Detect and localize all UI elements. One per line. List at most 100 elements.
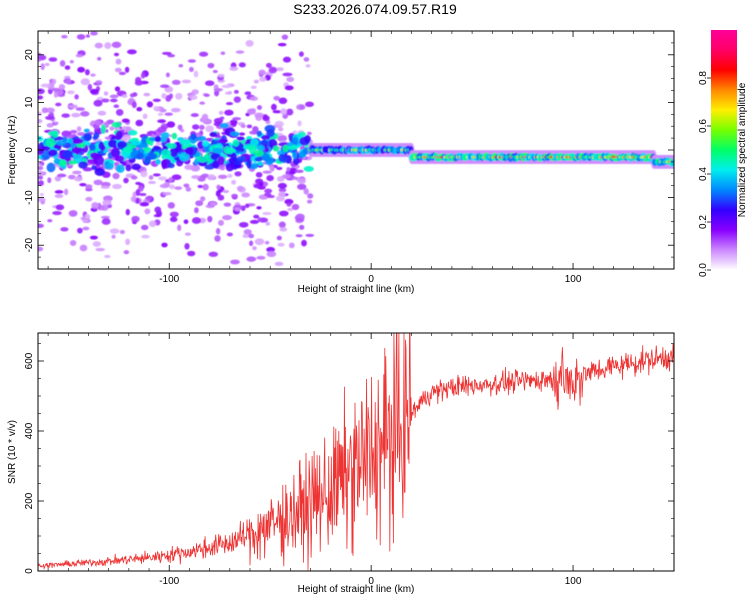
spectrogram-cell	[46, 123, 54, 128]
spectrogram-cell	[122, 134, 132, 141]
spectrogram-cell	[257, 217, 262, 222]
spectrogram-cell	[250, 85, 257, 90]
spectrogram-cell	[288, 167, 298, 174]
spectrogram-cell	[140, 224, 149, 231]
spectrogram-cell	[207, 174, 216, 181]
spectrogram-cell	[83, 132, 92, 141]
spectrogram-cell	[184, 243, 190, 250]
spectrogram-cell	[218, 110, 224, 115]
spectrogram-cell	[51, 78, 57, 85]
spectrogram-cell	[110, 147, 120, 158]
spectrogram-cell	[254, 157, 263, 162]
spectrogram-cell	[280, 108, 287, 115]
spectrogram-cell	[167, 162, 175, 169]
spectrogram-cell	[87, 159, 95, 164]
spectrogram-cell	[76, 34, 86, 40]
spectrogram-cell	[74, 94, 79, 100]
spectrogram-cell	[73, 176, 83, 182]
spectrogram-cell	[175, 92, 183, 100]
spectrogram-cell	[38, 175, 44, 180]
spectrogram-cell	[104, 162, 114, 170]
spectrogram-cell	[274, 120, 284, 128]
spectrogram-cell	[154, 206, 162, 214]
spectrogram-cell	[76, 126, 82, 132]
colorbar-label: Normalized spectral amplitude	[737, 82, 748, 217]
spectrogram-cell	[124, 66, 130, 73]
spectrogram-cell	[197, 184, 204, 189]
spectrogram-cell	[179, 138, 191, 146]
spectrogram-cell	[49, 112, 54, 117]
spectrogram-cell	[234, 207, 241, 212]
spectrogram-cell	[122, 146, 133, 154]
spectrogram-cell	[184, 232, 191, 236]
spectrogram-cell	[104, 254, 111, 259]
spectrogram-cell	[209, 201, 217, 206]
spectrogram-cell	[113, 104, 120, 108]
spectrogram-y-tick-label: 10	[24, 96, 35, 108]
spectrogram-cell	[121, 161, 127, 167]
spectrogram-cell	[38, 118, 43, 124]
spectrogram-cell	[94, 167, 106, 176]
spectrogram-cell	[249, 130, 259, 135]
spectrogram-cell	[272, 145, 280, 152]
spectrogram-cell	[261, 153, 271, 162]
spectrogram-cell	[268, 66, 278, 74]
spectrogram-cell	[199, 51, 209, 57]
spectrogram-cell	[264, 240, 270, 245]
spectrogram-cell	[125, 208, 130, 216]
spectrogram-cell	[73, 147, 84, 153]
spectrogram-cell	[130, 196, 136, 202]
spectrogram-cell	[188, 94, 198, 100]
spectrogram-cell	[171, 174, 182, 181]
spectrogram-cell	[102, 199, 112, 206]
spectrogram-cell	[295, 234, 303, 238]
spectrogram-cell	[190, 133, 197, 140]
spectrogram-cell	[187, 250, 196, 257]
spectrogram-cell	[131, 101, 137, 109]
spectrogram-cell	[212, 147, 224, 154]
spectrogram-cell	[79, 244, 88, 252]
spectrogram-cell	[45, 137, 56, 148]
spectrogram-cell	[260, 139, 269, 145]
spectrogram-cell	[111, 234, 116, 239]
spectrogram-cell	[276, 235, 282, 241]
spectrogram-cell	[307, 193, 314, 199]
spectrogram-cell	[202, 140, 210, 147]
spectrogram-cell	[171, 132, 178, 140]
spectrogram-cell	[212, 159, 220, 169]
spectrogram-cell	[218, 156, 225, 166]
spectrogram-cell	[121, 118, 130, 123]
spectrogram-cell	[139, 148, 145, 153]
spectrogram-cell	[271, 103, 277, 111]
spectrogram-cell	[109, 98, 118, 103]
spectrogram-cell	[164, 86, 174, 93]
spectrogram-cell	[115, 58, 122, 65]
spectrogram-cell	[125, 164, 132, 172]
spectrogram-cell	[131, 163, 141, 171]
spectrogram-cell	[234, 171, 242, 177]
spectrogram-cell	[275, 195, 286, 202]
spectrogram-cell	[272, 110, 282, 114]
spectrogram-cell	[235, 50, 245, 54]
spectrogram-cell	[178, 64, 184, 68]
spectrogram-cell	[222, 215, 232, 221]
spectrogram-cell	[47, 177, 52, 184]
spectrogram-cell	[296, 104, 306, 111]
spectrogram-cell	[51, 130, 59, 139]
colorbar-tick-label: 0.4	[698, 167, 709, 181]
spectrogram-cell	[250, 138, 259, 147]
spectrogram-cell	[111, 121, 122, 128]
spectrogram-cell	[130, 175, 138, 180]
spectrogram-cell	[59, 159, 67, 167]
spectrogram-cell	[295, 169, 304, 173]
spectrogram-cell	[92, 135, 98, 141]
spectrogram-cell	[257, 161, 264, 166]
spectrogram-cell	[242, 233, 250, 239]
spectrogram-cell	[225, 102, 234, 106]
spectrogram-cell	[85, 196, 93, 202]
spectrogram-cell	[249, 240, 254, 247]
spectrogram-y-tick-label: -20	[24, 238, 35, 253]
spectrogram-cell	[278, 221, 286, 228]
spectrogram-cell	[184, 164, 194, 170]
